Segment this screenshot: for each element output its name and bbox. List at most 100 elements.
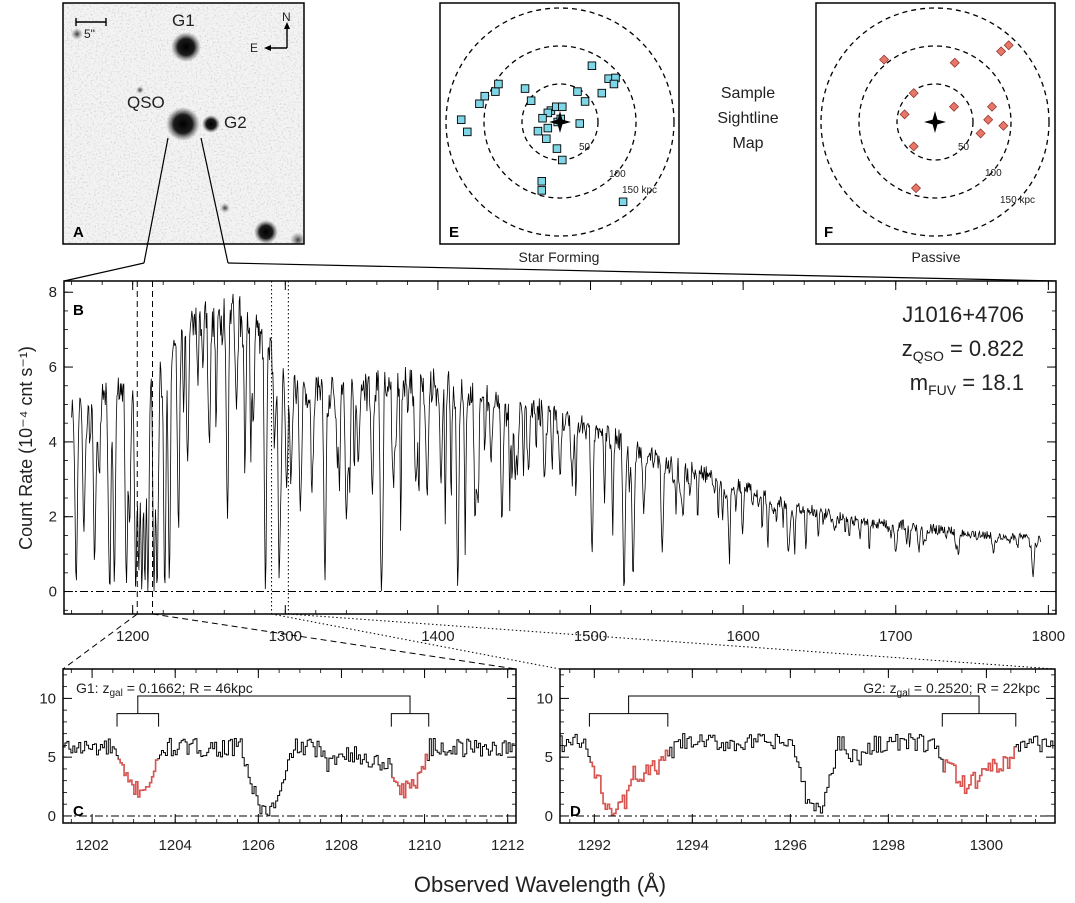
- galaxy-marker: [998, 120, 1009, 131]
- doublet-bracket: [628, 695, 980, 714]
- ring-label-50: 50: [579, 142, 591, 153]
- galaxy-marker: [558, 155, 567, 165]
- galaxy-marker: [542, 134, 551, 143]
- galaxy-marker: [491, 87, 500, 96]
- source-faint: [290, 232, 304, 244]
- galaxy-marker: [520, 84, 530, 93]
- x-tick-label: 1800: [1032, 628, 1065, 645]
- galaxy-marker: [543, 108, 553, 118]
- galaxy-marker: [899, 109, 910, 120]
- x-tick-label: 1400: [421, 628, 454, 645]
- caption-star-forming: Star Forming: [519, 249, 600, 265]
- ring-label-100: 100: [609, 169, 626, 180]
- panel-letter-b: B: [73, 302, 84, 319]
- y-tick-label: 10: [39, 690, 56, 707]
- qso-redshift: zQSO = 0.822: [902, 336, 1024, 364]
- galaxy-marker: [911, 183, 921, 194]
- svg-text:Map: Map: [732, 135, 763, 152]
- galaxy-marker: [996, 46, 1007, 57]
- panel-letter-d: D: [570, 803, 581, 820]
- y-tick-label: 5: [545, 749, 553, 766]
- galaxy-marker: [456, 115, 466, 124]
- distance-ring: [896, 83, 974, 161]
- galaxy-marker: [526, 96, 536, 105]
- galaxy-marker: [537, 177, 547, 186]
- absorption-highlight: [118, 758, 159, 798]
- label-qso: QSO: [127, 93, 165, 112]
- galaxy-marker: [975, 128, 986, 139]
- x-tick-label: 1206: [242, 837, 275, 854]
- panel-a-image: 5" N E G1 QSO G2 A: [62, 2, 305, 245]
- ring-label-50: 50: [958, 142, 970, 153]
- galaxy-marker: [1003, 40, 1014, 51]
- galaxy-marker: [552, 144, 562, 153]
- qso-name: J1016+4706: [902, 302, 1024, 327]
- galaxy-marker: [494, 79, 503, 89]
- panel-letter-c: C: [73, 803, 84, 820]
- panel-letter-a: A: [73, 224, 84, 241]
- y-tick-label: 5: [48, 749, 56, 766]
- galaxy-marker: [609, 79, 619, 89]
- y-axis-label: Count Rate (10⁻⁴ cnt s⁻¹): [16, 346, 36, 550]
- x-tick-label: 1500: [574, 628, 607, 645]
- galaxy-marker: [580, 97, 590, 106]
- connector-lines-ab: [63, 137, 1057, 282]
- map-title: Sample Sightline Map: [717, 85, 778, 152]
- g2-label: G2: zgal = 0.2520; R = 22kpc: [863, 680, 1040, 699]
- absorption-highlight: [943, 746, 1015, 794]
- doublet-bracket: [941, 713, 1017, 727]
- distance-ring: [820, 7, 1050, 237]
- panel-b-spectrum: 1200 1300 1400 1500 1600 1700 1800 0 2 4 6 8 B J101…: [16, 280, 1065, 645]
- y-tick-label: 0: [48, 808, 56, 825]
- galaxy-marker: [480, 91, 490, 101]
- distance-ring: [445, 7, 675, 237]
- galaxy-marker: [987, 101, 997, 112]
- absorption-highlight: [391, 753, 429, 799]
- x-tick-label: 1202: [75, 837, 108, 854]
- galaxy-marker: [949, 57, 960, 68]
- x-tick-label: 1294: [676, 837, 709, 854]
- x-tick-label: 1200: [116, 628, 149, 645]
- qso-source: [166, 107, 200, 141]
- source-faint: [220, 203, 230, 213]
- galaxy-marker: [983, 114, 994, 125]
- ring-label-150: 150 kpc: [1000, 195, 1035, 206]
- galaxy-marker: [538, 113, 547, 123]
- panel-letter-f: F: [824, 224, 833, 241]
- x-tick-label: 1208: [325, 837, 358, 854]
- qso-magnitude: mFUV = 18.1: [910, 370, 1024, 398]
- spectrum-line: [71, 293, 1042, 592]
- galaxy-marker: [475, 99, 484, 109]
- galaxy-g1: [171, 32, 201, 62]
- qso-star-icon: [549, 111, 571, 133]
- source-faint: [71, 28, 83, 40]
- distance-ring: [858, 45, 1012, 199]
- galaxy-marker: [587, 61, 597, 71]
- caption-passive: Passive: [911, 249, 960, 265]
- scale-label: 5": [84, 27, 95, 41]
- x-axis-label: Observed Wavelength (Å): [414, 872, 666, 897]
- galaxy-g2: [202, 115, 220, 133]
- galaxy-marker: [597, 88, 607, 98]
- ring-label-150: 150 kpc: [622, 185, 657, 196]
- x-tick-label: 1292: [578, 837, 611, 854]
- connector-lines-cd: [62, 613, 1056, 670]
- absorption-highlight: [590, 749, 669, 816]
- x-tick-label: 1298: [872, 837, 905, 854]
- ring-label-100: 100: [985, 168, 1002, 179]
- x-tick-label: 1300: [970, 837, 1003, 854]
- doublet-bracket: [390, 713, 430, 727]
- galaxy-marker: [908, 88, 919, 99]
- svg-text:Sample: Sample: [721, 85, 775, 102]
- x-tick-label: 1204: [159, 837, 192, 854]
- doublet-bracket: [588, 713, 669, 727]
- y-tick-label: 8: [49, 284, 57, 301]
- x-tick-label: 1296: [774, 837, 807, 854]
- compass-n: N: [282, 10, 291, 24]
- y-tick-label: 2: [49, 509, 57, 526]
- panel-e-map: 50 100 150 kpc E Star Forming: [439, 2, 680, 265]
- x-tick-label: 1212: [491, 837, 524, 854]
- galaxy-marker: [575, 119, 585, 128]
- x-tick-label: 1210: [408, 837, 441, 854]
